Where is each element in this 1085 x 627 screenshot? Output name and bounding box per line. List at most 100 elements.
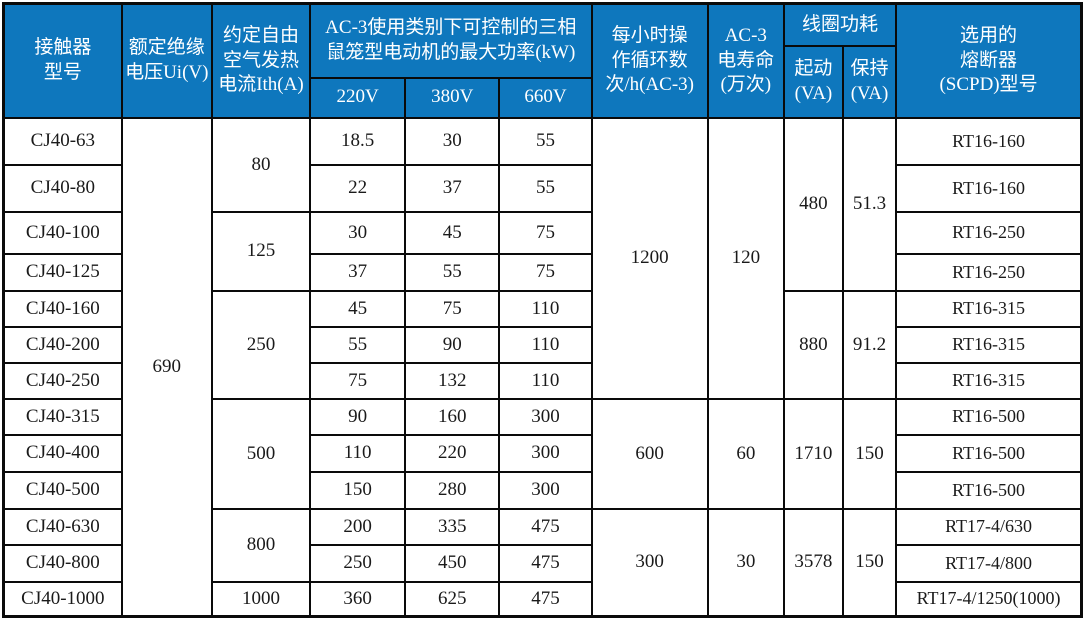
cell-power-380v: 37 <box>404 163 501 213</box>
col-header-thermal-current: 约定自由 空气发热 电流Ith(A) <box>210 2 312 119</box>
cell-model: CJ40-80 <box>2 163 123 213</box>
table-row: CJ40-630 800 200 335 475 300 30 3578 150… <box>2 507 1083 618</box>
cell-coil-start: 3578 <box>782 507 844 618</box>
cell-power-660v: 55 <box>498 163 593 213</box>
cell-power-660v: 55 <box>498 116 593 166</box>
table-row: CJ40-200 55 90 110 RT16-315 <box>2 325 1083 364</box>
cell-power-220v: 45 <box>309 289 407 328</box>
cell-thermal-current: 1000 <box>210 580 312 618</box>
cell-coil-hold: 150 <box>841 507 898 618</box>
cell-power-220v: 18.5 <box>309 116 407 166</box>
cell-power-660v: 300 <box>498 470 593 510</box>
col-header-cycles: 每小时操 作循环数 次/h(AC-3) <box>590 2 709 119</box>
col-header-220v: 220V <box>309 76 407 119</box>
cell-insulation-voltage: 690 <box>120 116 213 618</box>
cell-power-380v: 220 <box>404 433 501 473</box>
col-header-electrical-life: AC-3 电寿命 (万次) <box>706 2 785 119</box>
cell-fuse: RT16-160 <box>895 116 1083 166</box>
col-header-coil-power-group: 线圈功耗 <box>782 2 898 47</box>
cell-model: CJ40-500 <box>2 470 123 510</box>
cell-thermal-current: 125 <box>210 210 312 292</box>
col-header-fuse: 选用的 熔断器 (SCPD)型号 <box>895 2 1083 119</box>
cell-power-380v: 450 <box>404 543 501 583</box>
cell-cycles: 300 <box>590 507 709 618</box>
col-header-660v: 660V <box>498 76 593 119</box>
cell-power-220v: 360 <box>309 580 407 618</box>
cell-fuse: RT16-250 <box>895 252 1083 292</box>
cell-fuse: RT16-500 <box>895 397 1083 436</box>
cell-power-220v: 150 <box>309 470 407 510</box>
cell-thermal-current: 80 <box>210 116 312 213</box>
cell-power-220v: 200 <box>309 507 407 546</box>
cell-model: CJ40-125 <box>2 252 123 292</box>
contactor-spec-table: 接触器 型号 额定绝缘 电压Ui(V) 约定自由 空气发热 电流Ith(A) A… <box>2 2 1083 618</box>
cell-fuse: RT16-315 <box>895 361 1083 400</box>
table-row: CJ40-63 690 80 18.5 30 55 1200 120 480 5… <box>2 116 1083 618</box>
cell-power-380v: 132 <box>404 361 501 400</box>
cell-coil-start: 880 <box>782 289 844 400</box>
cell-fuse: RT17-4/1250(1000) <box>895 580 1083 618</box>
cell-model: CJ40-800 <box>2 543 123 583</box>
cell-model: CJ40-100 <box>2 210 123 255</box>
cell-fuse: RT16-500 <box>895 470 1083 510</box>
cell-power-660v: 475 <box>498 580 593 618</box>
cell-power-660v: 110 <box>498 325 593 364</box>
col-header-power-group: AC-3使用类别下可控制的三相 鼠笼型电动机的最大功率(kW) <box>309 2 593 79</box>
cell-power-380v: 625 <box>404 580 501 618</box>
cell-model: CJ40-1000 <box>2 580 123 618</box>
cell-model: CJ40-630 <box>2 507 123 546</box>
cell-model: CJ40-315 <box>2 397 123 436</box>
table-row: CJ40-500 150 280 300 RT16-500 <box>2 470 1083 510</box>
cell-power-380v: 30 <box>404 116 501 166</box>
cell-power-660v: 75 <box>498 252 593 292</box>
col-header-coil-hold: 保持 (VA) <box>841 44 898 119</box>
cell-power-220v: 250 <box>309 543 407 583</box>
col-header-insulation-voltage: 额定绝缘 电压Ui(V) <box>120 2 213 119</box>
cell-coil-hold: 150 <box>841 397 898 510</box>
cell-model: CJ40-63 <box>2 116 123 166</box>
cell-power-220v: 37 <box>309 252 407 292</box>
cell-fuse: RT16-315 <box>895 289 1083 328</box>
cell-power-220v: 110 <box>309 433 407 473</box>
table-row: CJ40-160 250 45 75 110 880 91.2 RT16-315 <box>2 289 1083 400</box>
cell-fuse: RT16-500 <box>895 433 1083 473</box>
cell-fuse: RT16-250 <box>895 210 1083 255</box>
cell-electrical-life: 120 <box>706 116 785 400</box>
cell-power-380v: 160 <box>404 397 501 436</box>
cell-thermal-current: 800 <box>210 507 312 583</box>
cell-coil-start: 1710 <box>782 397 844 510</box>
cell-power-660v: 110 <box>498 289 593 328</box>
cell-model: CJ40-400 <box>2 433 123 473</box>
cell-coil-hold: 51.3 <box>841 116 898 292</box>
cell-cycles: 600 <box>590 397 709 510</box>
cell-fuse: RT16-160 <box>895 163 1083 213</box>
cell-power-220v: 90 <box>309 397 407 436</box>
cell-power-380v: 75 <box>404 289 501 328</box>
cell-electrical-life: 60 <box>706 397 785 510</box>
cell-coil-hold: 91.2 <box>841 289 898 400</box>
col-header-coil-start: 起动 (VA) <box>782 44 844 119</box>
col-header-model: 接触器 型号 <box>2 2 123 119</box>
cell-power-660v: 475 <box>498 507 593 546</box>
cell-electrical-life: 30 <box>706 507 785 618</box>
table-row: CJ40-800 250 450 475 RT17-4/800 <box>2 543 1083 583</box>
table-row: CJ40-100 125 30 45 75 RT16-250 <box>2 210 1083 292</box>
cell-fuse: RT17-4/800 <box>895 543 1083 583</box>
cell-fuse: RT16-315 <box>895 325 1083 364</box>
cell-power-660v: 75 <box>498 210 593 255</box>
cell-model: CJ40-200 <box>2 325 123 364</box>
cell-model: CJ40-250 <box>2 361 123 400</box>
table-row: CJ40-315 500 90 160 300 600 60 1710 150 … <box>2 397 1083 510</box>
cell-power-660v: 475 <box>498 543 593 583</box>
cell-power-380v: 335 <box>404 507 501 546</box>
cell-thermal-current: 250 <box>210 289 312 400</box>
cell-power-380v: 90 <box>404 325 501 364</box>
cell-power-380v: 55 <box>404 252 501 292</box>
table-row: CJ40-80 22 37 55 RT16-160 <box>2 163 1083 213</box>
cell-power-220v: 75 <box>309 361 407 400</box>
cell-power-220v: 30 <box>309 210 407 255</box>
cell-power-220v: 55 <box>309 325 407 364</box>
cell-power-220v: 22 <box>309 163 407 213</box>
cell-coil-start: 480 <box>782 116 844 292</box>
